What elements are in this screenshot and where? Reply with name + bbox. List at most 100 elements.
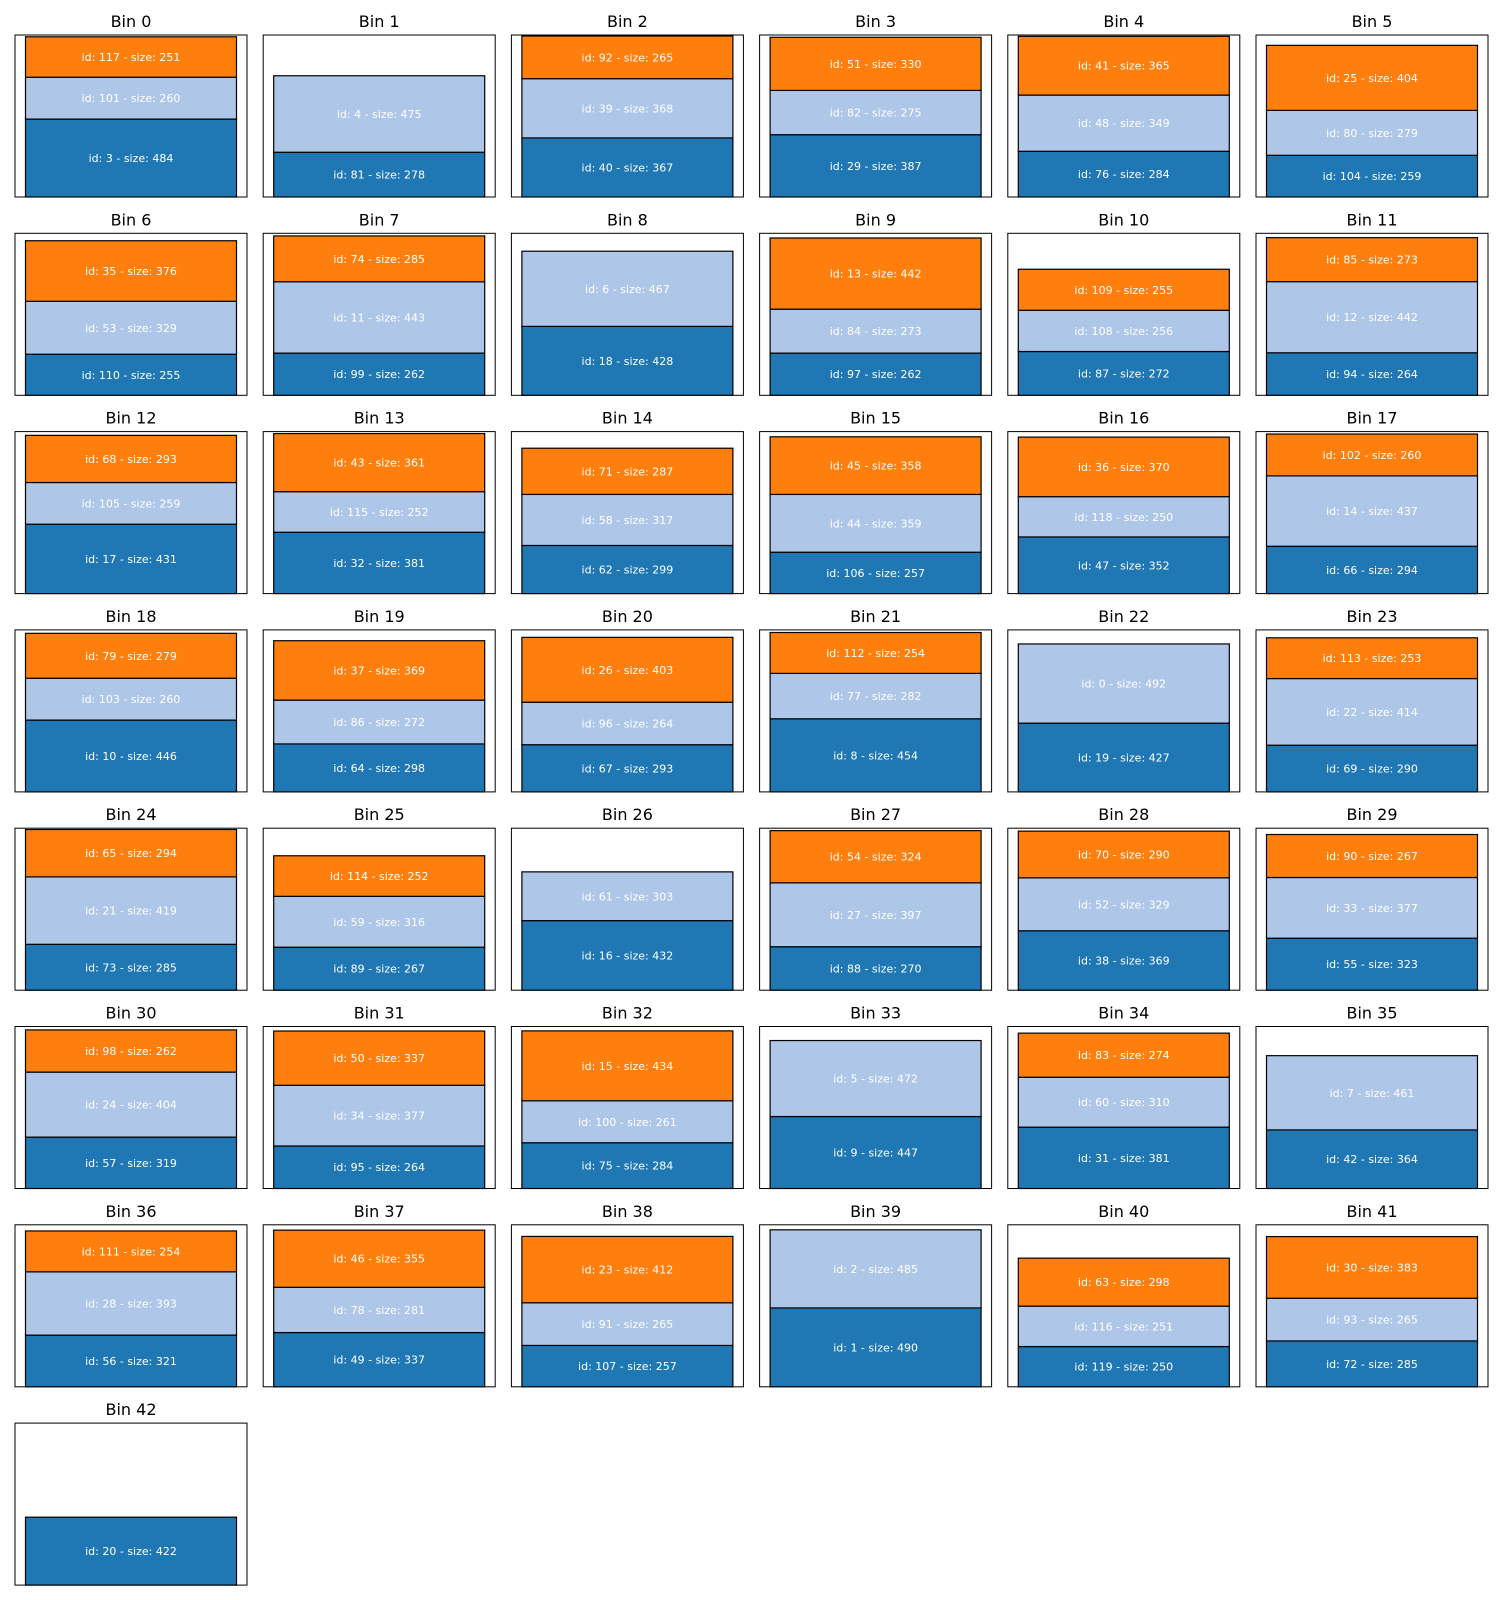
item-label: id: 88 - size: 270: [830, 962, 922, 975]
bin-subplot: Bin 39 id: 1 - size: 490 id: 2 - size: 485: [759, 1202, 993, 1388]
item-block: [273, 1331, 486, 1388]
bin-subplot: Bin 1 id: 81 - size: 278 id: 4 - size: 475: [262, 12, 496, 198]
item-label: id: 18 - size: 428: [582, 355, 674, 368]
item-block: [521, 920, 734, 991]
item-label: id: 44 - size: 359: [830, 517, 922, 530]
item-label: id: 109 - size: 255: [1074, 284, 1173, 297]
bin-title: Bin 13: [354, 409, 405, 428]
bin-title: Bin 36: [105, 1202, 156, 1221]
item-block: [769, 237, 982, 310]
item-label: id: 62 - size: 299: [582, 564, 674, 577]
bin-subplot: Bin 12 id: 17 - size: 431 id: 105 - size: …: [14, 409, 248, 595]
item-block: [24, 240, 238, 302]
item-label: id: 86 - size: 272: [333, 716, 425, 729]
bin-subplot: Bin 11 id: 94 - size: 264 id: 12 - size: 4…: [1255, 210, 1489, 396]
item-label: id: 33 - size: 377: [1326, 902, 1418, 915]
item-block: [24, 1516, 238, 1586]
item-label: id: 96 - size: 264: [582, 717, 674, 730]
item-block: [24, 353, 238, 396]
item-label: id: 95 - size: 264: [333, 1161, 425, 1174]
item-label: id: 35 - size: 376: [85, 265, 177, 278]
item-label: id: 117 - size: 251: [82, 51, 181, 64]
bin-title: Bin 15: [850, 409, 901, 428]
item-label: id: 91 - size: 265: [582, 1318, 674, 1331]
item-label: id: 101 - size: 260: [82, 92, 181, 105]
item-block: [273, 1229, 486, 1288]
item-block: [1017, 1076, 1230, 1128]
item-label: id: 37 - size: 369: [333, 664, 425, 677]
item-block: [1017, 436, 1230, 498]
item-label: id: 72 - size: 285: [1326, 1358, 1418, 1371]
item-block: [24, 118, 238, 198]
item-block: [521, 1142, 734, 1190]
item-label: id: 48 - size: 349: [1078, 117, 1170, 130]
item-label: id: 81 - size: 278: [333, 169, 425, 182]
item-label: id: 58 - size: 317: [582, 514, 674, 527]
item-block: [769, 36, 982, 92]
bin-title: Bin 4: [1103, 12, 1144, 31]
item-block: [24, 36, 238, 78]
item-label: id: 89 - size: 267: [333, 963, 425, 976]
item-block: [1265, 154, 1479, 198]
bin-title: Bin 28: [1098, 805, 1149, 824]
bin-subplot: Bin 10 id: 87 - size: 272 id: 108 - size: …: [1007, 210, 1241, 396]
item-block: [24, 943, 238, 991]
bin-title: Bin 22: [1098, 607, 1149, 626]
bin-title: Bin 19: [354, 607, 405, 626]
item-block: [273, 75, 486, 153]
item-block: [1017, 94, 1230, 152]
bin-title: Bin 2: [607, 12, 648, 31]
bin-subplot: Bin 20 id: 67 - size: 293 id: 96 - size: 2…: [510, 607, 744, 793]
item-block: [521, 1100, 734, 1144]
item-block: [1017, 722, 1230, 793]
item-label: id: 73 - size: 285: [85, 961, 177, 974]
item-label: id: 106 - size: 257: [826, 567, 925, 580]
item-label: id: 36 - size: 370: [1078, 461, 1170, 474]
item-label: id: 22 - size: 414: [1326, 706, 1418, 719]
item-label: id: 113 - size: 253: [1323, 652, 1422, 665]
item-label: id: 98 - size: 262: [85, 1045, 177, 1058]
item-label: id: 118 - size: 250: [1074, 511, 1173, 524]
item-block: [1265, 876, 1479, 939]
item-label: id: 1 - size: 490: [833, 1341, 918, 1354]
bin-subplot: Bin 5 id: 104 - size: 259 id: 80 - size: 2…: [1255, 12, 1489, 198]
bin-subplot: Bin 31 id: 95 - size: 264 id: 34 - size: 3…: [262, 1004, 496, 1190]
item-block: [273, 1286, 486, 1334]
item-label: id: 108 - size: 256: [1074, 325, 1173, 338]
item-label: id: 61 - size: 303: [582, 890, 674, 903]
item-label: id: 47 - size: 352: [1078, 559, 1170, 572]
item-block: [769, 946, 982, 991]
item-block: [24, 1136, 238, 1190]
item-block: [1017, 877, 1230, 932]
item-block: [769, 631, 982, 675]
item-label: id: 23 - size: 412: [582, 1264, 674, 1277]
item-block: [521, 1030, 734, 1102]
item-label: id: 11 - size: 443: [333, 311, 425, 324]
item-block: [1265, 44, 1479, 111]
item-block: [769, 672, 982, 720]
bin-title: Bin 10: [1098, 210, 1149, 229]
item-label: id: 0 - size: 492: [1081, 678, 1166, 691]
item-block: [1265, 744, 1479, 793]
item-block: [1265, 237, 1479, 283]
bin-title: Bin 14: [602, 409, 653, 428]
item-label: id: 104 - size: 259: [1323, 170, 1422, 183]
item-label: id: 3 - size: 484: [89, 152, 174, 165]
item-block: [521, 325, 734, 396]
item-label: id: 34 - size: 377: [333, 1110, 425, 1123]
item-label: id: 110 - size: 255: [82, 369, 181, 382]
item-label: id: 76 - size: 284: [1078, 168, 1170, 181]
bin-title: Bin 30: [105, 1004, 156, 1023]
item-label: id: 49 - size: 337: [333, 1354, 425, 1367]
item-label: id: 119 - size: 250: [1074, 1361, 1173, 1374]
item-block: [24, 1029, 238, 1073]
bin-subplot: Bin 3 id: 29 - size: 387 id: 82 - size: 27…: [759, 12, 993, 198]
bin-title: Bin 27: [850, 805, 901, 824]
item-block: [1265, 1235, 1479, 1299]
item-label: id: 13 - size: 442: [830, 268, 922, 281]
item-label: id: 53 - size: 329: [85, 322, 177, 335]
bin-subplot: Bin 32 id: 75 - size: 284 id: 100 - size: …: [510, 1004, 744, 1190]
item-block: [24, 1230, 238, 1273]
item-label: id: 105 - size: 259: [82, 497, 181, 510]
